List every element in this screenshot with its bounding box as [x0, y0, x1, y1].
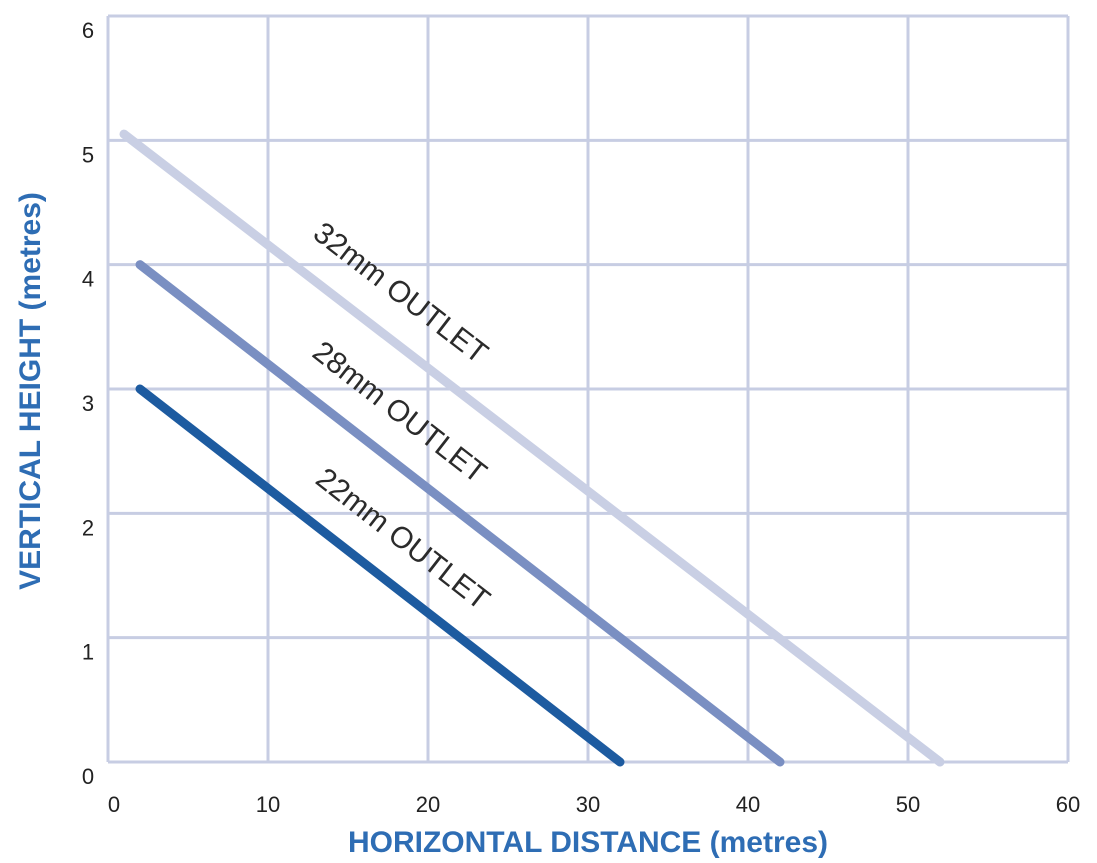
- series-line: [135, 384, 625, 767]
- x-tick-label: 60: [1056, 792, 1080, 817]
- y-tick-label: 3: [82, 391, 94, 416]
- x-tick-label: 10: [256, 792, 280, 817]
- y-tick-label: 0: [82, 764, 94, 789]
- x-tick-label: 20: [416, 792, 440, 817]
- grid: [106, 14, 1070, 764]
- y-tick-label: 2: [82, 515, 94, 540]
- y-tick-label: 1: [82, 640, 94, 665]
- series-lines: [119, 129, 945, 767]
- series-line: [135, 260, 785, 767]
- x-tick-label: 0: [108, 792, 120, 817]
- y-tick-label: 6: [82, 18, 94, 43]
- x-tick-label: 30: [576, 792, 600, 817]
- series-line: [119, 129, 945, 767]
- y-axis-title: VERTICAL HEIGHT (metres): [14, 192, 47, 590]
- x-axis-title: HORIZONTAL DISTANCE (metres): [348, 826, 828, 859]
- y-tick-label: 5: [82, 142, 94, 167]
- y-tick-labels: 0 1 2 3 4 5 6: [82, 18, 94, 789]
- x-tick-label: 40: [736, 792, 760, 817]
- x-tick-label: 50: [896, 792, 920, 817]
- x-tick-labels: 0 10 20 30 40 50 60: [108, 792, 1080, 817]
- y-tick-label: 4: [82, 267, 94, 292]
